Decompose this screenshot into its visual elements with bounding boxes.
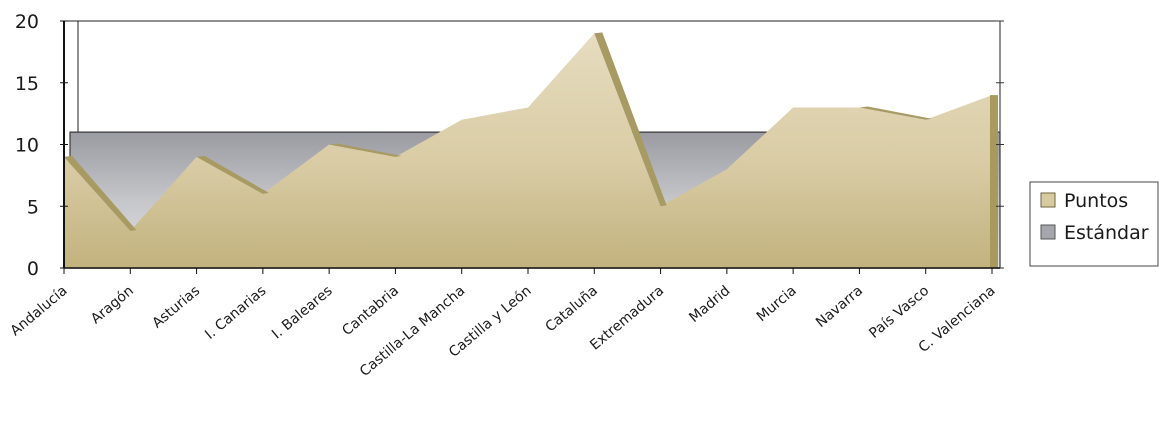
legend-swatch <box>1040 192 1056 208</box>
series-puntos-ribbon <box>64 155 137 231</box>
x-tick-label: Murcia <box>754 283 800 325</box>
series-puntos-area <box>64 33 992 268</box>
x-tick-label: Navarra <box>813 283 866 331</box>
legend-swatch <box>1040 224 1056 240</box>
y-tick-label: 15 <box>15 73 39 95</box>
legend-label: Estándar <box>1064 222 1149 244</box>
series-puntos-ribbon <box>859 106 932 120</box>
series-puntos-ribbon <box>329 143 402 157</box>
legend-label: Puntos <box>1064 190 1128 212</box>
x-tick-label: Cantabria <box>339 283 402 339</box>
series-puntos-ribbon <box>594 32 667 207</box>
x-tick-label: Andalucía <box>8 283 71 340</box>
x-tick-label: Madrid <box>686 283 733 326</box>
x-tick-label: Asturias <box>149 283 203 332</box>
x-tick-label: Cataluña <box>543 283 601 336</box>
y-tick-label: 10 <box>15 135 39 157</box>
y-tick-label: 20 <box>15 11 39 33</box>
x-tick-label: Aragón <box>88 283 137 328</box>
x-tick-label: I. Baleares <box>269 283 336 343</box>
y-tick-label: 5 <box>27 196 39 218</box>
x-tick-label: I. Canarias <box>202 283 269 343</box>
series-puntos-side <box>990 95 998 268</box>
series-puntos-ribbon <box>196 155 269 194</box>
y-tick-label: 0 <box>27 258 39 280</box>
x-tick-label: País Vasco <box>866 283 932 342</box>
